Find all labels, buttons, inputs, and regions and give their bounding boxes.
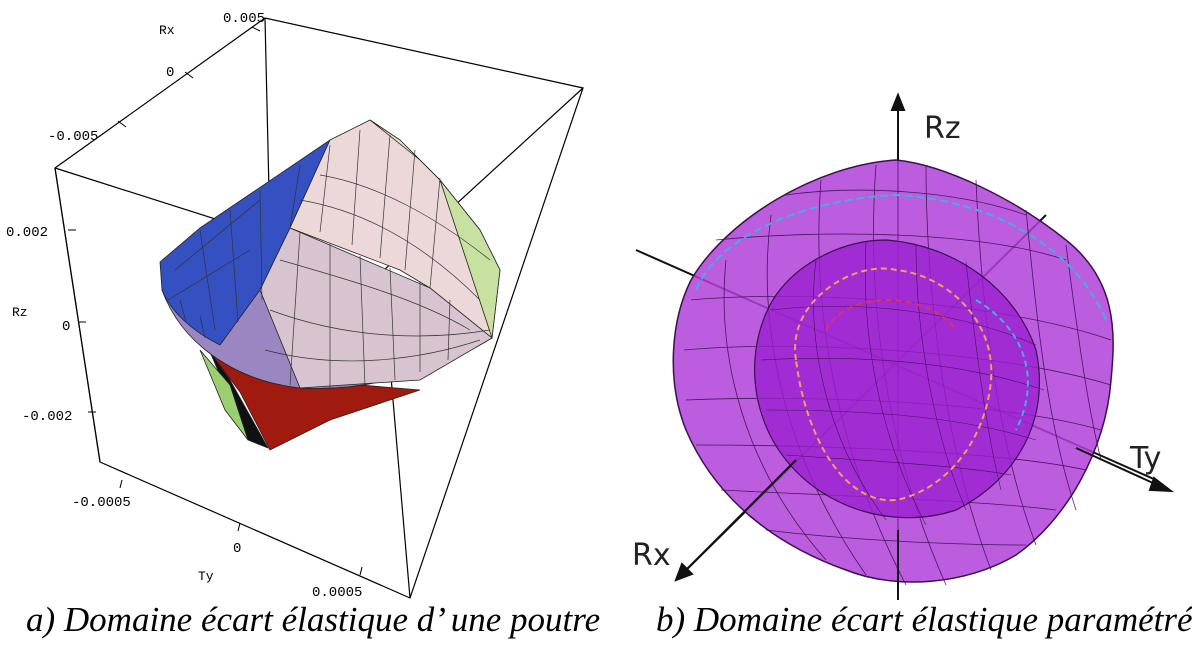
axes-front xyxy=(674,92,1175,600)
ty-tick-3: 0.0005 xyxy=(312,585,362,600)
caption-a: a) Domaine écart élastique d’ une poutre xyxy=(26,600,601,639)
rx-axis-label: Rx xyxy=(632,538,671,573)
rx-axis-label: Rx xyxy=(159,23,175,38)
ty-axis-label: Ty xyxy=(198,569,214,584)
rx-axis-ticks xyxy=(117,26,261,128)
rz-tick-3: -0.002 xyxy=(22,409,72,425)
figure-a-plot: 0.005 0 -0.005 Rx 0.002 0 -0.002 Rz -0.0… xyxy=(6,11,584,600)
caption-b: b) Domaine écart élastique paramétré xyxy=(656,600,1192,639)
rx-tick-2: 0 xyxy=(166,65,174,81)
rz-axis-ticks xyxy=(68,229,96,413)
ty-axis-ticks xyxy=(119,479,363,576)
rz-tick-2: 0 xyxy=(62,319,70,335)
figure-b-plot: Rz Ty Rx xyxy=(632,92,1175,600)
elastic-domain-surface xyxy=(159,119,501,451)
rx-tick-3: -0.005 xyxy=(48,129,98,145)
rz-axis-label: Rz xyxy=(924,111,961,146)
rx-tick-1: 0.005 xyxy=(223,11,265,27)
ty-axis-label: Ty xyxy=(1129,441,1161,476)
ty-tick-1: -0.0005 xyxy=(72,495,131,511)
rz-tick-1: 0.002 xyxy=(6,225,48,241)
ty-tick-2: 0 xyxy=(233,541,241,557)
figure-b: Rz Ty Rx b) Domaine écart élastique para… xyxy=(596,0,1192,657)
rz-axis-label: Rz xyxy=(12,305,28,320)
inner-domain xyxy=(754,239,1045,526)
figure-a: 0.005 0 -0.005 Rx 0.002 0 -0.002 Rz -0.0… xyxy=(0,0,600,657)
